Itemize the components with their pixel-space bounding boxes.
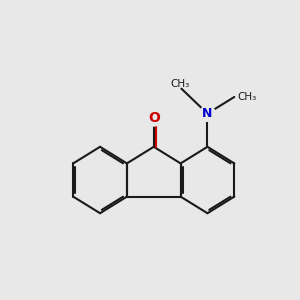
Circle shape <box>146 110 161 126</box>
Circle shape <box>200 106 215 121</box>
Text: N: N <box>202 107 213 120</box>
Text: O: O <box>148 111 160 125</box>
Text: CH₃: CH₃ <box>237 92 256 102</box>
Text: CH₃: CH₃ <box>170 79 190 89</box>
